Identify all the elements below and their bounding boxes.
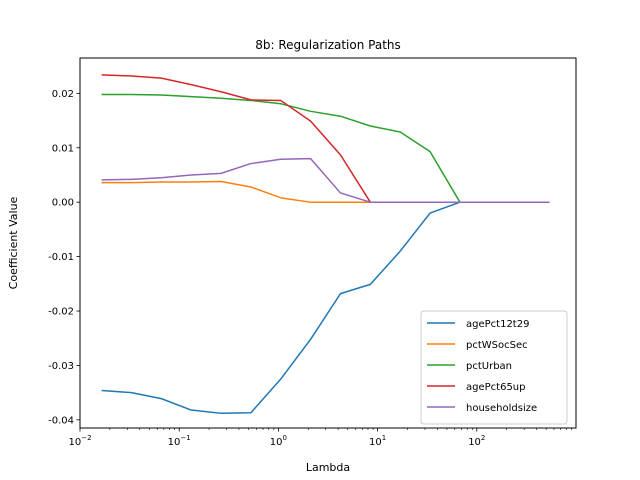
x-axis-title: Lambda xyxy=(306,461,350,474)
legend: agePct12t29 pctWSocSec pctUrban agePct65up h… xyxy=(420,310,568,425)
x-axis: 10−2 10−1 100 101 102 xyxy=(68,428,572,448)
y-axis-title: Coefficient Value xyxy=(7,196,20,289)
legend-box xyxy=(420,310,568,425)
x-tick-label: 10−2 xyxy=(68,434,91,448)
legend-label-agePct12t29: agePct12t29 xyxy=(466,319,529,330)
x-tick-label: 10−1 xyxy=(168,434,191,448)
series-line-agePct65up xyxy=(101,74,550,203)
y-tick-label: -0.04 xyxy=(48,415,74,426)
series-line-householdsize xyxy=(101,157,550,203)
legend-label-pctWSocSec: pctWSocSec xyxy=(466,340,528,351)
series-lines xyxy=(101,74,550,415)
y-axis: 0.02 0.01 0.00 -0.01 -0.02 -0.03 -0.04 xyxy=(48,89,80,426)
x-tick-label: 102 xyxy=(468,434,485,448)
x-tick-label: 101 xyxy=(369,434,386,448)
y-tick-label: 0.01 xyxy=(52,143,74,154)
y-tick-label: -0.02 xyxy=(48,307,74,318)
legend-label-householdsize: householdsize xyxy=(466,403,537,414)
y-tick-label: 0.02 xyxy=(52,89,74,100)
series-line-pctUrban xyxy=(101,93,550,203)
y-tick-label: -0.03 xyxy=(48,361,74,372)
legend-label-agePct65up: agePct65up xyxy=(466,382,526,393)
x-tick-label: 100 xyxy=(270,434,287,448)
series-line-pctWSocSec xyxy=(101,180,550,203)
y-tick-label: -0.01 xyxy=(48,252,74,263)
plot-frame xyxy=(79,57,577,429)
y-tick-label: 0.00 xyxy=(52,198,74,209)
legend-label-pctUrban: pctUrban xyxy=(466,361,512,372)
chart-title: 8b: Regularization Paths xyxy=(255,38,401,52)
